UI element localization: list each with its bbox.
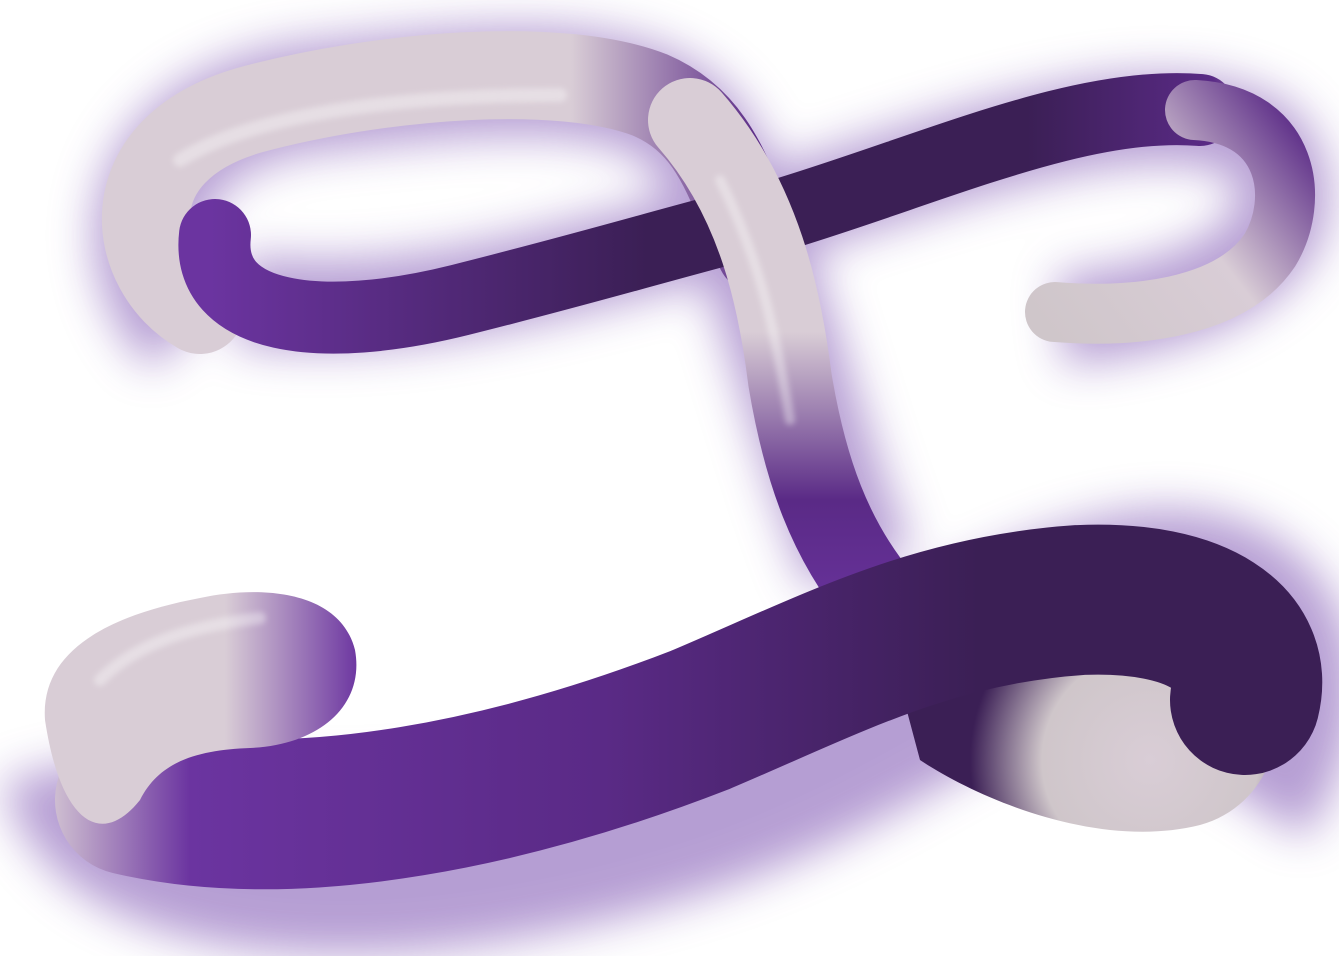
vertical-connector-tube: [648, 78, 922, 642]
highlight-layer: [94, 88, 795, 686]
bottom-left-knob: [44, 592, 357, 824]
bottom-band-tube: [55, 524, 1323, 890]
upper-band-tube: [178, 73, 1236, 354]
right-hook-tube: [1025, 80, 1316, 344]
